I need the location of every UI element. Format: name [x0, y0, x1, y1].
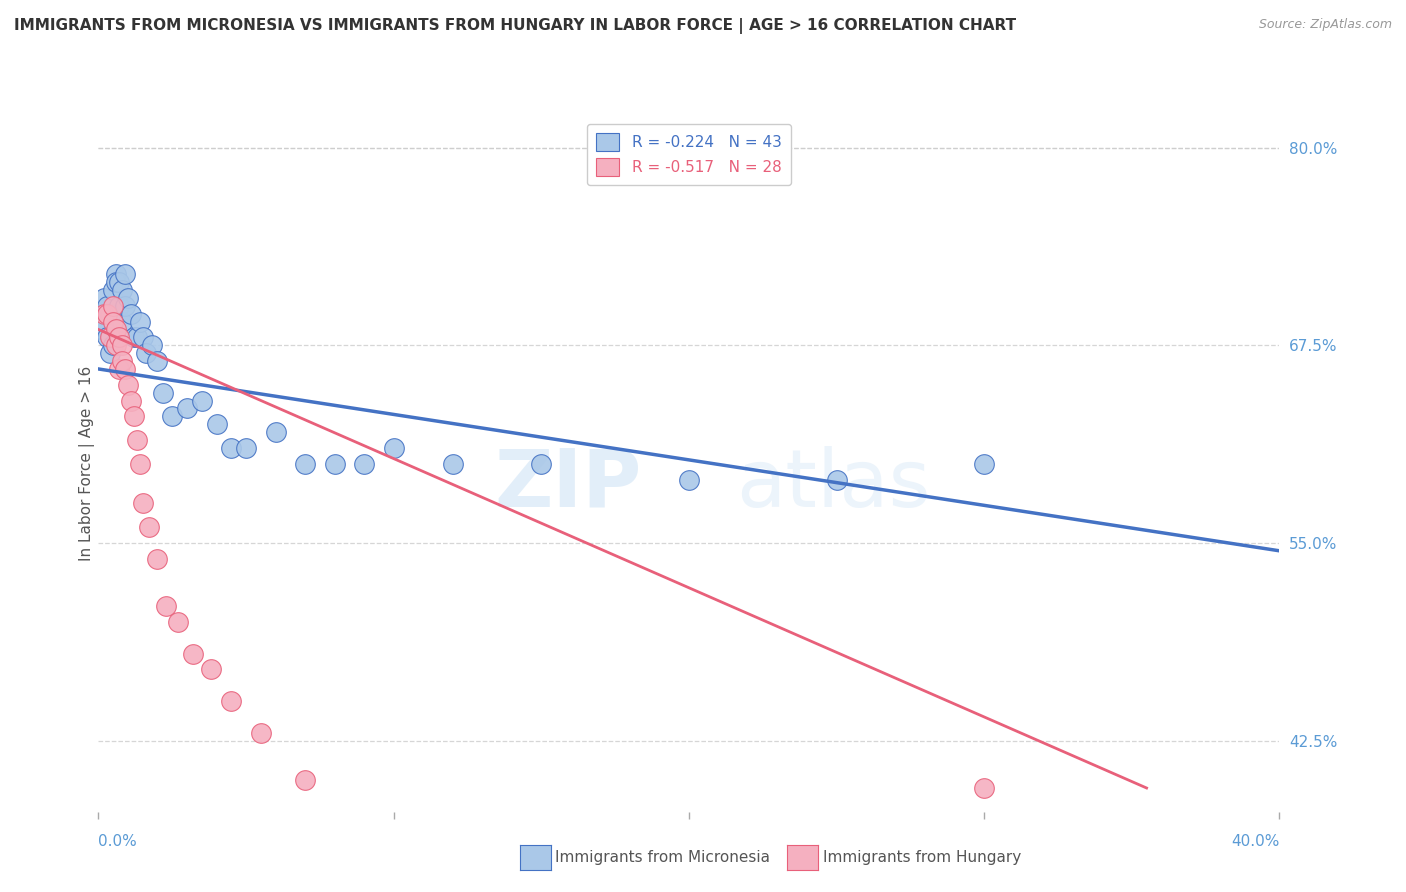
Point	[152, 385, 174, 400]
Point	[117, 377, 139, 392]
Point	[441, 457, 464, 471]
Point	[132, 330, 155, 344]
Point	[155, 599, 177, 614]
Point	[973, 457, 995, 471]
Point	[219, 694, 242, 708]
Point	[96, 299, 118, 313]
Point	[264, 425, 287, 440]
Point	[103, 299, 125, 313]
Point	[93, 291, 115, 305]
Point	[105, 275, 128, 289]
Point	[111, 283, 134, 297]
Point	[93, 307, 115, 321]
Text: 0.0%: 0.0%	[98, 834, 138, 849]
Point	[103, 338, 125, 352]
Point	[191, 393, 214, 408]
Point	[146, 354, 169, 368]
Point	[181, 647, 204, 661]
Y-axis label: In Labor Force | Age > 16: In Labor Force | Age > 16	[79, 367, 96, 561]
Point	[128, 457, 150, 471]
Point	[98, 346, 121, 360]
Point	[96, 307, 118, 321]
Point	[125, 330, 148, 344]
Point	[125, 433, 148, 447]
Point	[132, 496, 155, 510]
Point	[103, 314, 125, 328]
Point	[90, 322, 112, 336]
Point	[120, 393, 142, 408]
Point	[96, 330, 118, 344]
Point	[114, 362, 136, 376]
Point	[825, 473, 848, 487]
Text: IMMIGRANTS FROM MICRONESIA VS IMMIGRANTS FROM HUNGARY IN LABOR FORCE | AGE > 16 : IMMIGRANTS FROM MICRONESIA VS IMMIGRANTS…	[14, 18, 1017, 34]
Point	[114, 299, 136, 313]
Point	[117, 291, 139, 305]
Point	[108, 362, 131, 376]
Point	[294, 457, 316, 471]
Point	[176, 401, 198, 416]
Point	[235, 441, 257, 455]
Point	[141, 338, 163, 352]
Point	[294, 773, 316, 788]
Point	[219, 441, 242, 455]
Point	[353, 457, 375, 471]
Legend: R = -0.224   N = 43, R = -0.517   N = 28: R = -0.224 N = 43, R = -0.517 N = 28	[588, 124, 790, 186]
Point	[111, 314, 134, 328]
Point	[382, 441, 405, 455]
Point	[111, 354, 134, 368]
Point	[973, 780, 995, 795]
Point	[103, 283, 125, 297]
Point	[205, 417, 228, 432]
Point	[250, 725, 273, 739]
Point	[323, 457, 346, 471]
Point	[114, 267, 136, 281]
Point	[122, 409, 145, 424]
Point	[105, 267, 128, 281]
Text: Immigrants from Micronesia: Immigrants from Micronesia	[555, 850, 770, 864]
Text: Immigrants from Hungary: Immigrants from Hungary	[823, 850, 1021, 864]
Text: ZIP: ZIP	[495, 446, 641, 524]
Point	[678, 473, 700, 487]
Point	[108, 299, 131, 313]
Point	[93, 314, 115, 328]
Point	[162, 409, 183, 424]
Point	[120, 307, 142, 321]
Point	[98, 330, 121, 344]
Point	[122, 330, 145, 344]
Point	[146, 551, 169, 566]
Point	[108, 275, 131, 289]
Point	[200, 662, 222, 676]
Point	[105, 322, 128, 336]
Point	[128, 314, 150, 328]
Point	[108, 330, 131, 344]
Text: 40.0%: 40.0%	[1232, 834, 1279, 849]
Point	[98, 307, 121, 321]
Point	[135, 346, 157, 360]
Point	[111, 338, 134, 352]
Point	[167, 615, 190, 629]
Point	[138, 520, 160, 534]
Text: atlas: atlas	[737, 446, 931, 524]
Point	[530, 457, 553, 471]
Text: Source: ZipAtlas.com: Source: ZipAtlas.com	[1258, 18, 1392, 31]
Point	[105, 338, 128, 352]
